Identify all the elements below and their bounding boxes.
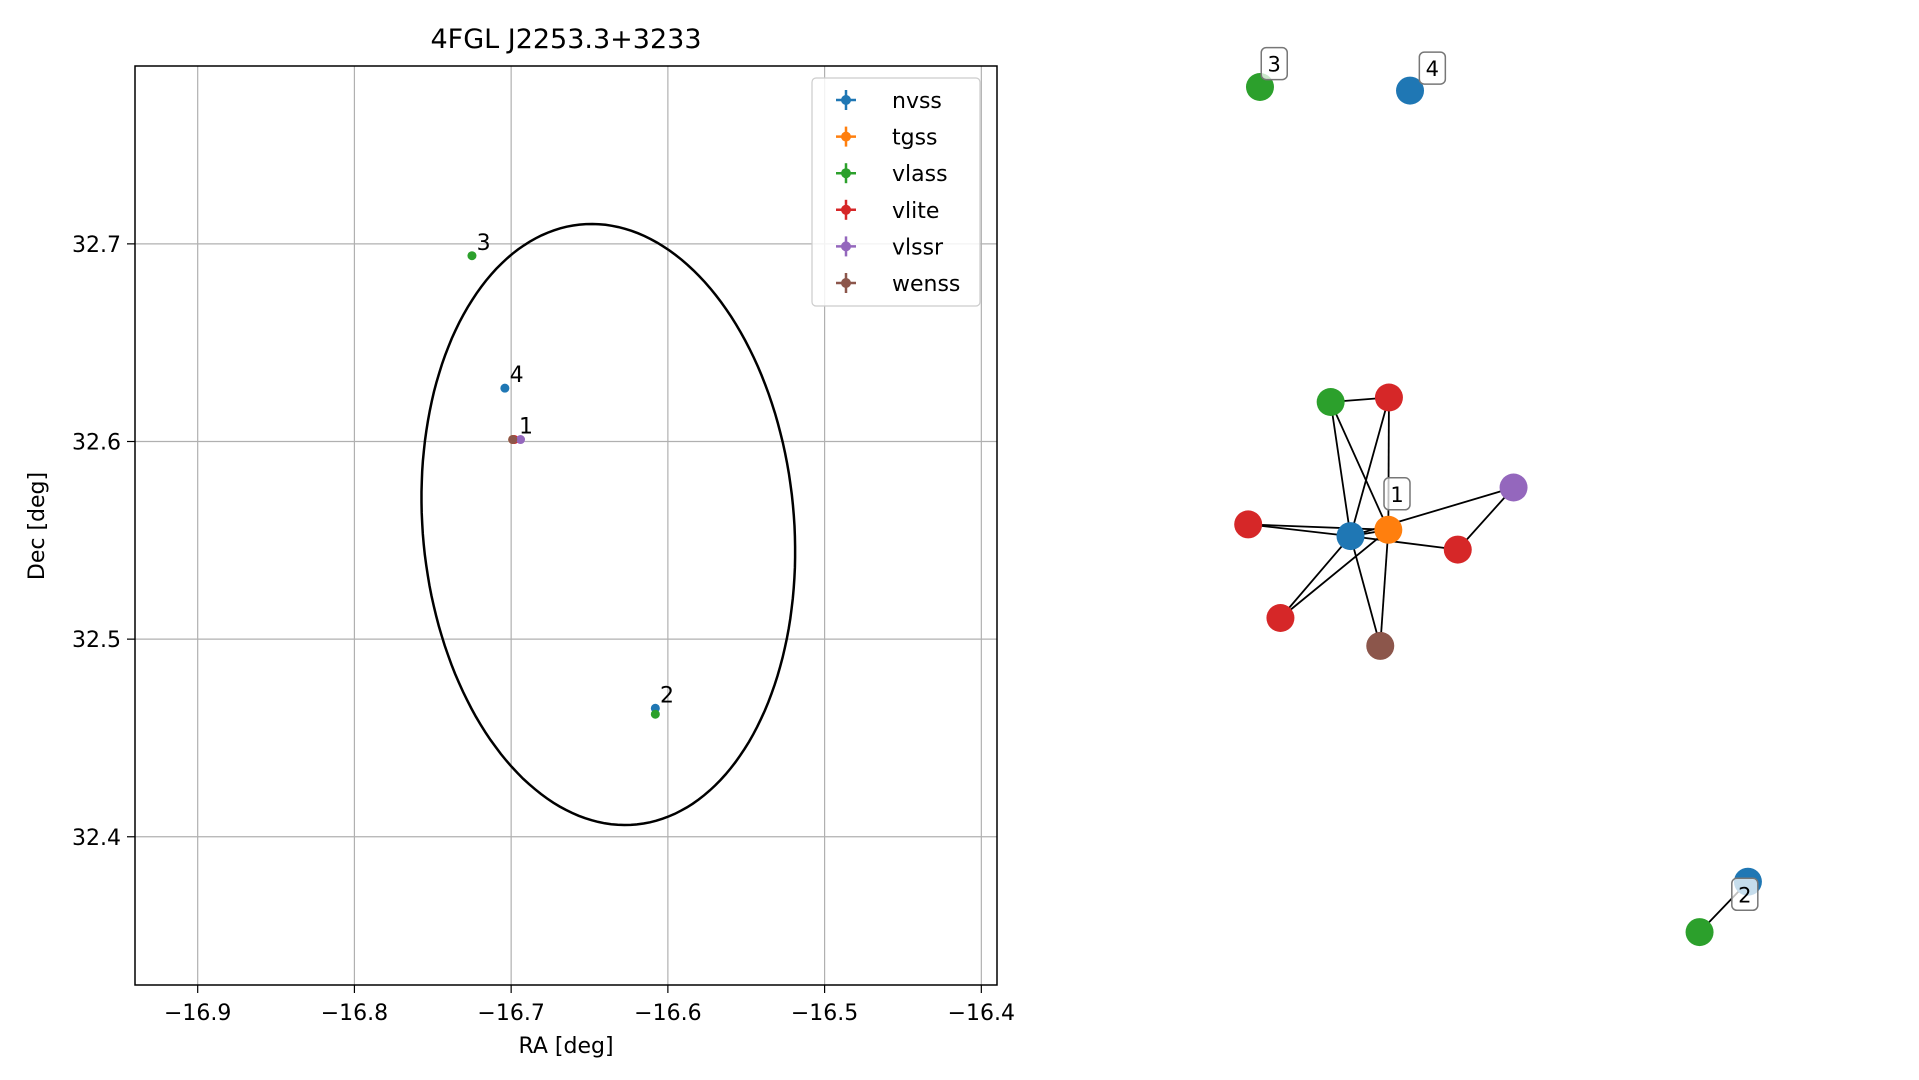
x-axis-label: RA [deg] (518, 1034, 613, 1059)
network-node-vlssr (1499, 473, 1528, 502)
network-edge (1350, 535, 1458, 551)
point-label: 4 (510, 363, 524, 388)
network-node-wenss (1366, 631, 1395, 660)
legend-marker-dot (841, 95, 851, 105)
legend-marker-dot (841, 131, 851, 142)
node-label: 2 (1738, 883, 1751, 907)
network-edge (1279, 535, 1352, 619)
wenss-point (508, 435, 518, 445)
point-label: 1 (519, 415, 533, 440)
network-graph: 3 4 1 2 (1234, 46, 1762, 947)
x-tick-label: −16.7 (477, 1001, 544, 1026)
legend-entry: wenss (892, 272, 960, 297)
node-label: 4 (1426, 57, 1439, 81)
legend-marker-dot (841, 168, 851, 179)
network-node-vlass (1685, 918, 1714, 947)
network-node-vlite (1234, 510, 1263, 539)
node-label: 3 (1268, 53, 1281, 77)
legend-entry: tgss (892, 126, 938, 151)
legend-entry: vlite (892, 199, 939, 224)
data-markers (467, 251, 660, 719)
legend-entry: vlssr (892, 235, 944, 260)
point-annotations: 1 2 3 4 (477, 231, 674, 709)
network-edge (1349, 535, 1382, 647)
legend-marker-dot (841, 278, 851, 288)
x-tick-label: −16.5 (791, 1001, 858, 1026)
network-node-vlite (1374, 383, 1403, 412)
network-edge (1379, 529, 1390, 646)
network-edge (1248, 523, 1351, 537)
y-tick-label: 32.7 (72, 233, 121, 258)
legend: nvss tgss vlass vlite vlssr wenss (811, 77, 981, 307)
network-edge (1248, 523, 1389, 531)
legend-marker-dot (841, 241, 851, 252)
network-edge (1349, 397, 1390, 537)
vlass-point (467, 251, 477, 261)
node-label-box (1383, 477, 1411, 511)
legend-marker-dot (841, 204, 851, 215)
x-tick-label: −16.9 (164, 1001, 231, 1026)
axes-frame (134, 65, 998, 986)
axis-ticks: −16.9 −16.8 −16.7 −16.6 −16.5 −16.432.432.532… (72, 233, 1015, 1026)
y-tick-label: 32.5 (72, 628, 121, 653)
y-tick-label: 32.6 (72, 431, 121, 456)
y-axis-label: Dec [deg] (25, 472, 50, 580)
node-label-box (1418, 51, 1447, 85)
x-tick-label: −16.6 (634, 1001, 701, 1026)
node-label-box (1731, 877, 1759, 912)
error-ellipse (420, 222, 797, 827)
vlssr-point (516, 435, 526, 445)
network-node-vlite (1266, 604, 1295, 632)
vlass-point (650, 709, 660, 719)
legend-entry: nvss (892, 89, 942, 114)
node-label-box (1260, 46, 1288, 81)
network-node-vlass (1316, 388, 1345, 416)
chart-title: 4FGL J2253.3+3233 (430, 24, 701, 55)
network-edge (1329, 401, 1390, 531)
network-edge (1279, 529, 1389, 619)
x-tick-label: −16.4 (948, 1001, 1015, 1026)
network-nodes: 3 4 1 2 (1234, 46, 1762, 947)
point-label: 3 (477, 231, 491, 256)
node-label: 1 (1390, 483, 1403, 507)
network-node-vlite (1443, 535, 1472, 564)
y-tick-label: 32.4 (72, 826, 121, 851)
legend-box (811, 77, 981, 307)
network-node-nvss (1336, 522, 1365, 551)
plot-area (420, 222, 797, 827)
legend-entry: vlass (892, 162, 948, 187)
network-node-tgss (1374, 515, 1403, 544)
nvss-point (500, 383, 510, 393)
network-edges (1248, 396, 1749, 933)
point-label: 2 (660, 683, 674, 708)
x-tick-label: −16.8 (321, 1001, 388, 1026)
network-edge (1329, 401, 1352, 537)
network-node-nvss (1396, 76, 1425, 105)
